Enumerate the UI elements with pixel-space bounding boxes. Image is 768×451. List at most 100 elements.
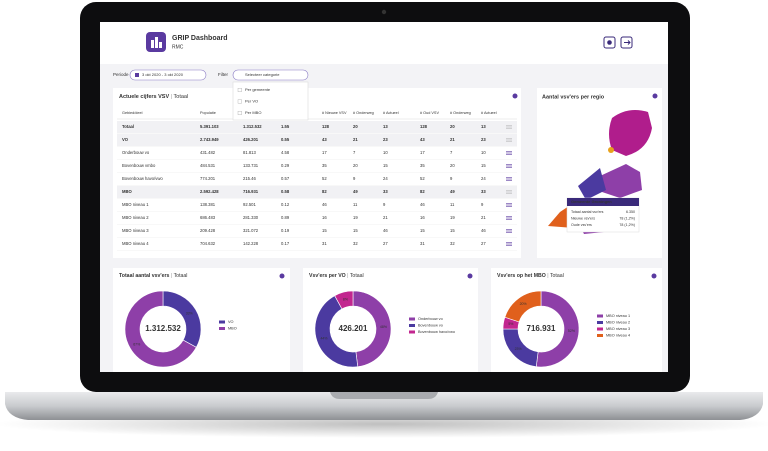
segment-label: 23% (515, 347, 522, 351)
table-cell: 431.482 (200, 150, 216, 155)
logo-glyph (155, 37, 158, 48)
logout-button[interactable] (620, 36, 633, 49)
table-cell: 49 (450, 189, 455, 194)
donut-total: 1.312.532 (145, 324, 181, 333)
table-cell: 35 (420, 163, 425, 168)
table-cell: 20 (450, 124, 455, 129)
dropdown-option[interactable]: Per MBO (245, 110, 261, 115)
donut-cards: Totaal aantal vsv'ers | Totaal 33% VO 67% MB… (113, 268, 662, 372)
info-icon[interactable] (512, 93, 518, 99)
table-cell: 142.228 (243, 241, 259, 246)
column-header: # Onderweg (450, 111, 471, 115)
table-cell: 15 (322, 228, 327, 233)
card-title-main: Vsv'ers per VO (309, 273, 346, 279)
table-cell: 9 (481, 202, 484, 207)
table-cell: 138.381 (200, 202, 216, 207)
table-cell: 11 (450, 202, 455, 207)
table-cell: 33 (481, 189, 486, 194)
table-cell: 21 (450, 137, 455, 142)
dropdown-option[interactable]: Per VO (245, 99, 258, 104)
table-cell: 21 (481, 215, 486, 220)
table-cell: 43 (322, 137, 327, 142)
table-cell: 24 (383, 176, 388, 181)
table-cell: 21 (353, 137, 358, 142)
legend-label: VO (228, 320, 234, 324)
segment-label: 48% (380, 325, 387, 329)
settings-button[interactable] (603, 36, 616, 49)
table-cell: 19 (353, 215, 358, 220)
donut-total: 716.931 (527, 324, 556, 333)
table-cell: 686.483 (200, 215, 216, 220)
table-cell: Bovenbouw havo/vwo (122, 176, 163, 181)
legend-label: Onderbouw vo (418, 317, 443, 321)
table-cell: 92.501 (243, 202, 256, 207)
table-cell: 20 (353, 124, 358, 129)
table-cell: Totaal (122, 124, 134, 129)
table-cell: 23 (481, 137, 486, 142)
donut-segment (334, 290, 354, 310)
table-cell: 43 (420, 137, 425, 142)
table-cell: 19 (450, 215, 455, 220)
table-cell: 209.428 (200, 228, 216, 233)
table-cell: 52 (420, 176, 425, 181)
table-cell: 27 (383, 241, 388, 246)
table-cell: 704.632 (200, 241, 216, 246)
table-cell: 0.17 (281, 241, 290, 246)
table-cell: 0.29 (281, 163, 290, 168)
info-icon[interactable] (651, 273, 657, 279)
table-cell: 27 (481, 241, 486, 246)
table-cell: 15 (353, 228, 358, 233)
column-header: # Onderweg (353, 111, 374, 115)
camera (381, 9, 387, 15)
filter-select[interactable] (232, 69, 309, 81)
table-cell: VO (122, 137, 129, 142)
table-cell: Bovenbouw vmbo (122, 163, 156, 168)
table-cell: 0.57 (281, 176, 290, 181)
header-bar (100, 22, 668, 64)
table-cell: 0.12 (281, 202, 290, 207)
table-cell: 7 (450, 150, 453, 155)
table-cell: 33 (383, 189, 388, 194)
tooltip-value: 78 (1,2%) (619, 223, 635, 227)
dropdown-option[interactable]: Per gemeente (245, 87, 271, 92)
column-header: Gebied/deel (122, 111, 143, 115)
separator: | (346, 273, 350, 279)
table-cell: 31 (322, 241, 327, 246)
option-checkbox[interactable] (237, 110, 242, 115)
column-header: # Nieuwe VSV (322, 111, 347, 115)
donut-segment (504, 290, 542, 323)
table-cell: 4.58 (281, 150, 290, 155)
table-cell: 17 (322, 150, 327, 155)
table-cell: 15 (450, 228, 455, 233)
info-icon[interactable] (652, 93, 658, 99)
donut-segment (124, 290, 197, 368)
legend-label: Bovenbouw vo (418, 324, 443, 328)
segment-label: 20% (520, 302, 527, 306)
map-region (609, 110, 652, 156)
table-cell: 133.731 (243, 163, 259, 168)
info-icon[interactable] (279, 273, 285, 279)
table-cell: 215.46 (243, 176, 256, 181)
filter-dropdown (232, 81, 309, 121)
info-icon[interactable] (467, 273, 473, 279)
table-cell: Onderbouw vo (122, 150, 150, 155)
legend-label: MBO (228, 327, 237, 331)
card-title: Totaal aantal vsv'ers | Totaal (119, 273, 187, 279)
option-checkbox[interactable] (237, 87, 242, 92)
row-highlight (117, 121, 517, 133)
option-checkbox[interactable] (237, 99, 242, 104)
table-cell: 16 (322, 215, 327, 220)
filter-label: Filter (218, 72, 229, 77)
period-picker[interactable] (129, 69, 207, 81)
app-subtitle: RMC (172, 44, 184, 50)
table-cell: 32 (353, 241, 358, 246)
card-title-main: Totaal aantal vsv'ers (119, 273, 170, 279)
table-cell: 46 (322, 202, 327, 207)
legend-swatch (409, 330, 415, 334)
table-cell: MBO niveau 1 (122, 202, 149, 207)
notch (330, 392, 438, 399)
row-highlight (117, 134, 517, 146)
table-cell: 1.55 (281, 124, 290, 129)
table-cell: 35 (322, 163, 327, 168)
